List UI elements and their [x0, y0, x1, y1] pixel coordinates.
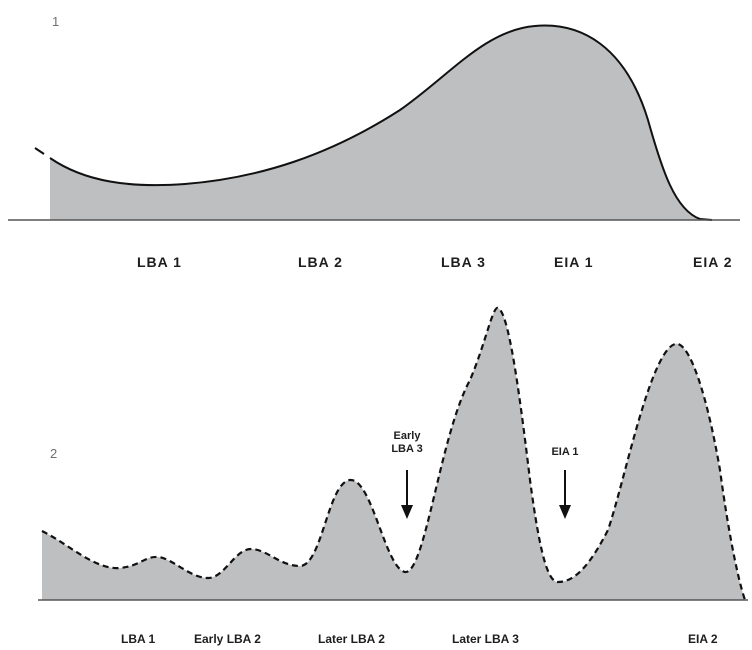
annotation-early-lba-3: Early LBA 3 — [380, 430, 434, 456]
panel-1-label-lba-2: LBA 2 — [298, 254, 343, 270]
panel-1-label-eia-1: EIA 1 — [554, 254, 594, 270]
panel-1-label-eia-2: EIA 2 — [693, 254, 733, 270]
annotation-eia-1: EIA 1 — [540, 446, 590, 459]
panel-1-label-lba-1: LBA 1 — [137, 254, 182, 270]
annotation-line: EIA 1 — [551, 446, 579, 458]
annotation-line: LBA 3 — [391, 443, 423, 455]
panel-1-curve — [49, 24, 713, 221]
panel-1-number: 1 — [52, 14, 60, 29]
panel-1-label-lba-3: LBA 3 — [441, 254, 486, 270]
panel-2-label-lba-1: LBA 1 — [121, 632, 156, 646]
panel-2-label-eia-2: EIA 2 — [688, 632, 718, 646]
panel-2-number: 2 — [50, 446, 58, 461]
arrow-down-icon — [401, 470, 413, 519]
panel-2-label-later-lba-3: Later LBA 3 — [452, 632, 519, 646]
panel-2-curve — [41, 306, 747, 601]
panel-2-label-later-lba-2: Later LBA 2 — [318, 632, 385, 646]
panel-1-curve-tick — [34, 147, 45, 155]
panel-2-label-early-lba-2: Early LBA 2 — [194, 632, 261, 646]
arrow-down-icon — [559, 470, 571, 519]
annotation-line: Early — [393, 430, 421, 442]
panel-2-area — [42, 307, 745, 600]
